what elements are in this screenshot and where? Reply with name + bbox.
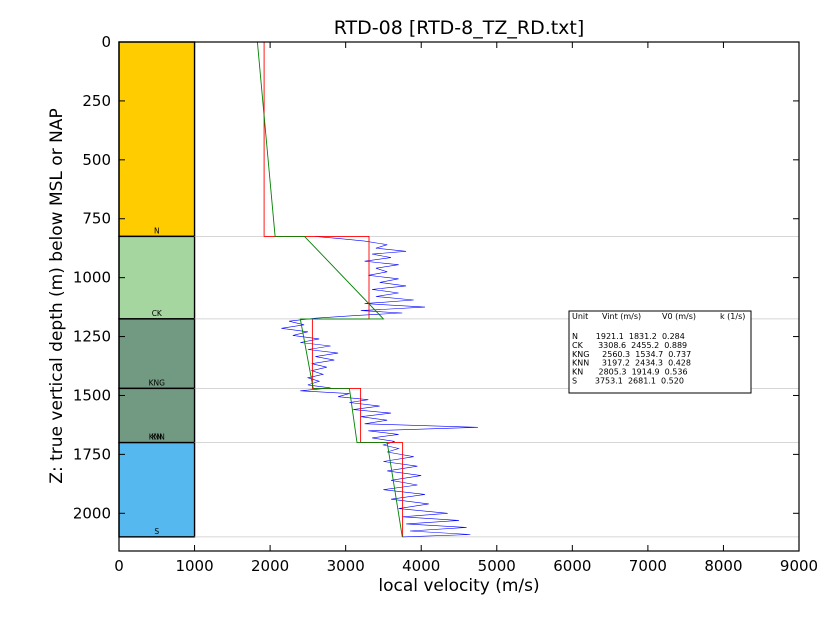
unit-label-n: N (154, 226, 160, 235)
stats-table-header-unit: Unit (572, 312, 588, 321)
plot-frame (118, 41, 800, 552)
unit-block-kng (118, 318, 196, 390)
series-interval-velocity (263, 42, 404, 537)
chart-title: RTD-08 [RTD-8_TZ_RD.txt] (334, 17, 585, 39)
stats-table-header-k: k (1/s) (720, 312, 745, 321)
unit-label-kng: KNG (149, 378, 166, 387)
x-tick-label: 1000 (175, 557, 213, 575)
unit-block-s (118, 441, 196, 538)
y-tick-label: 500 (82, 151, 111, 169)
y-axis-label: Z: true vertical depth (m) below MSL or … (47, 108, 67, 483)
y-axis: 0 250 500 750 1000 1250 1500 1750 2000 (73, 33, 799, 522)
stats-table-row: CK 3308.6 2455.2 0.889 (572, 341, 687, 350)
x-tick-label: 4000 (402, 557, 440, 575)
x-tick-label: 7000 (629, 557, 667, 575)
unit-label-kn: KN (152, 433, 163, 442)
y-tick-label: 0 (101, 33, 111, 51)
x-tick-label: 6000 (553, 557, 591, 575)
y-tick-label: 2000 (73, 504, 111, 522)
y-tick-label: 1750 (73, 445, 111, 463)
y-tick-label: 1000 (73, 269, 111, 287)
stats-table-header-v0: V0 (m/s) (662, 312, 696, 321)
stats-table-row: KN 2805.3 1914.9 0.536 (572, 368, 688, 377)
series-linear-model (256, 41, 403, 537)
unit-block-n (118, 41, 196, 238)
stats-table: Unit Vint (m/s) V0 (m/s) k (1/s) N 1921.… (568, 310, 752, 394)
x-tick-label: 3000 (327, 557, 365, 575)
series-layer (256, 41, 478, 538)
x-axis-label: local velocity (m/s) (378, 576, 539, 596)
stats-table-row: KNN 3197.2 2434.3 0.428 (572, 359, 691, 368)
series-velocity-log (281, 236, 478, 538)
stats-table-row: S 3753.1 2681.1 0.520 (572, 377, 684, 386)
stats-table-row: KNG 2560.3 1534.7 0.737 (572, 350, 691, 359)
stats-table-header-vint: Vint (m/s) (602, 312, 641, 321)
x-tick-label: 9000 (780, 557, 818, 575)
unit-label-knn: KNN (149, 433, 165, 442)
unit-label-ck: CK (152, 309, 163, 318)
unit-block-knn (118, 387, 196, 444)
y-tick-label: 250 (82, 92, 111, 110)
unit-block-ck (118, 235, 196, 320)
x-axis: 0 1000 2000 3000 4000 5000 6000 7000 8000 9000 (114, 42, 818, 575)
x-tick-label: 2000 (251, 557, 289, 575)
x-tick-label: 5000 (478, 557, 516, 575)
unit-label-s: S (154, 527, 159, 536)
y-tick-label: 1500 (73, 386, 111, 404)
stats-table-frame (568, 310, 752, 394)
x-tick-label: 8000 (704, 557, 742, 575)
x-tick-label: 0 (114, 557, 124, 575)
y-tick-label: 1250 (73, 328, 111, 346)
y-tick-label: 750 (82, 210, 111, 228)
stats-table-row: N 1921.1 1831.2 0.284 (572, 332, 685, 341)
